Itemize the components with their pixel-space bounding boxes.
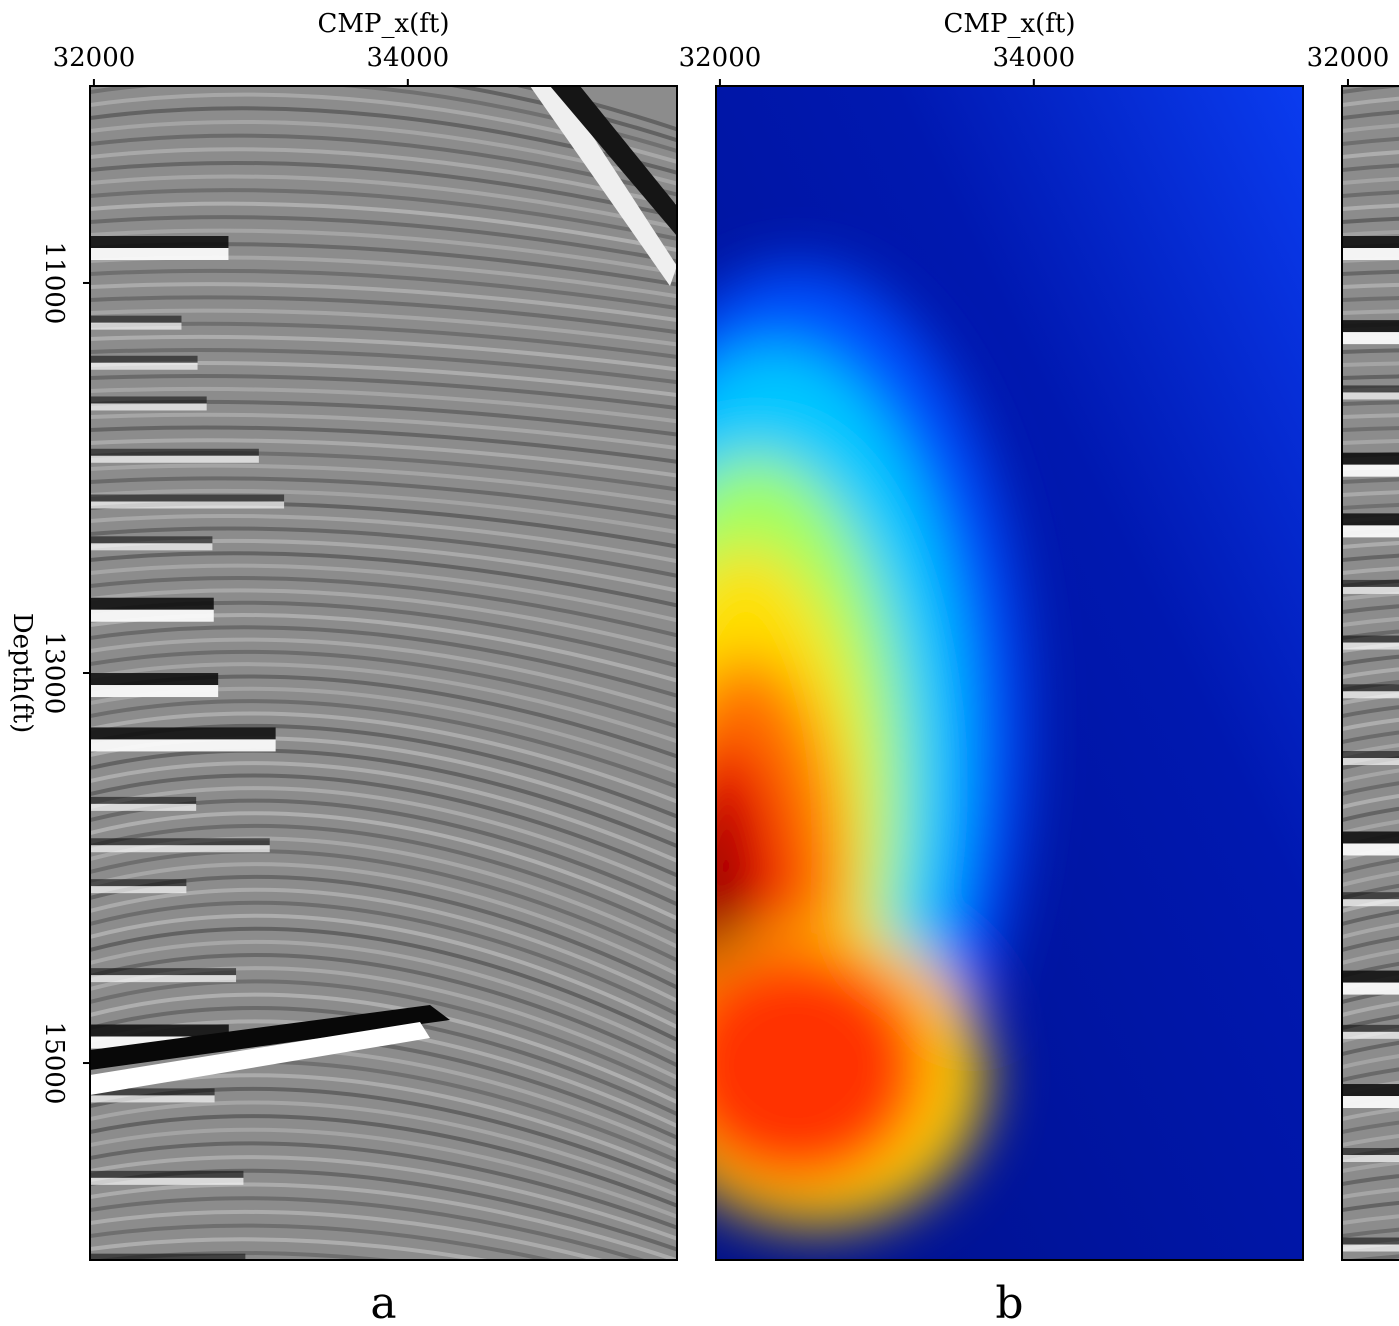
x-tick-label: 32000 (1307, 43, 1390, 73)
panel-label: b (995, 1278, 1023, 1326)
y-tick-label: 13000 (39, 632, 69, 715)
image-panel (90, 53, 677, 1325)
panel-label: a (370, 1278, 396, 1326)
image-panel (1342, 53, 1399, 1325)
x-axis-label: CMP_x(ft) (317, 9, 449, 39)
x-tick-label: 34000 (366, 43, 449, 73)
x-tick-label: 34000 (992, 43, 1075, 73)
x-tick-label: 32000 (53, 43, 136, 73)
x-tick-label: 32000 (679, 43, 762, 73)
y-tick-label: 11000 (39, 242, 69, 325)
x-axis-label: CMP_x(ft) (943, 9, 1075, 39)
y-tick-label: 15000 (39, 1022, 69, 1105)
figure: 32000 34000 11000 13000 15000 CMP_x(ft) Depth(… (0, 0, 1399, 1326)
y-axis-label: Depth(ft) (7, 613, 37, 733)
